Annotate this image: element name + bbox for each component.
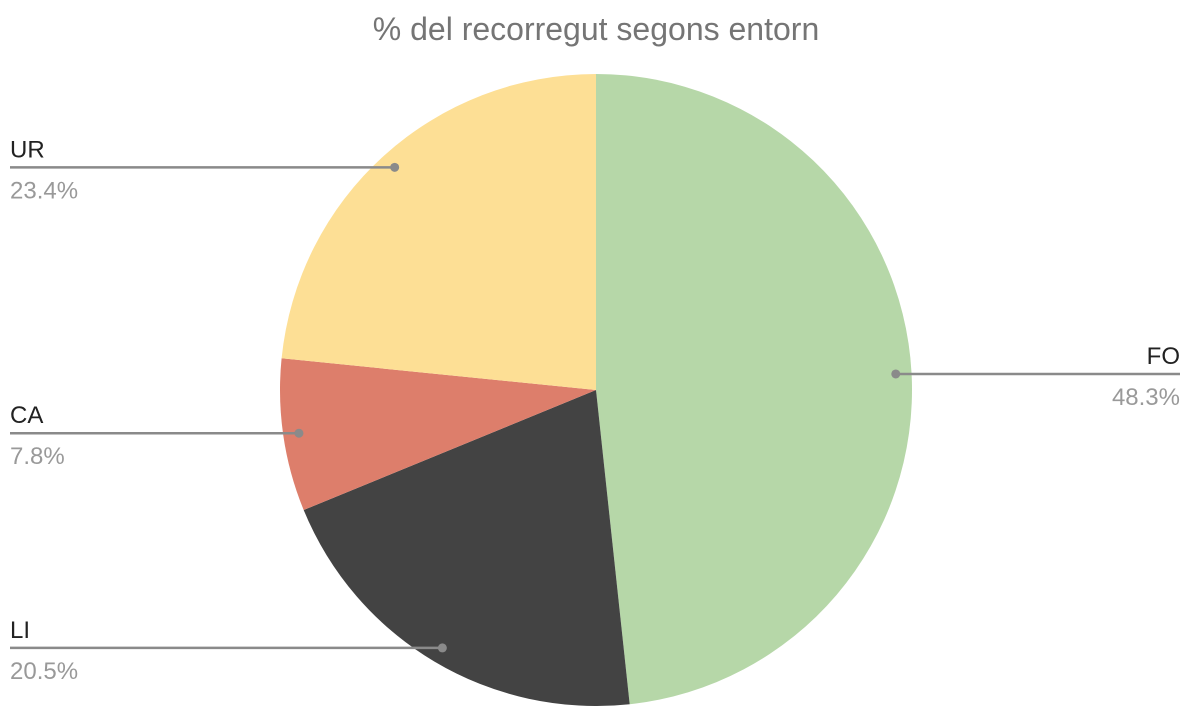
chart-title: % del recorregut segons entorn	[373, 11, 819, 47]
value-label: 20.5%	[10, 658, 78, 685]
value-label: 23.4%	[10, 177, 78, 204]
leader-dot	[390, 162, 400, 172]
leader-dot	[437, 643, 447, 653]
slice-label: FO	[1147, 343, 1180, 370]
leader-dot	[294, 428, 304, 438]
leader-dot	[891, 369, 901, 379]
value-label: 7.8%	[10, 443, 65, 470]
slice-label: UR	[10, 136, 45, 163]
pie-slice	[281, 74, 596, 390]
pie-slice	[303, 390, 630, 706]
pie-slice	[280, 358, 596, 511]
value-label: 48.3%	[1112, 384, 1180, 411]
slice-label: CA	[10, 402, 43, 429]
slice-label: LI	[10, 617, 30, 644]
pie-slice	[596, 74, 912, 705]
